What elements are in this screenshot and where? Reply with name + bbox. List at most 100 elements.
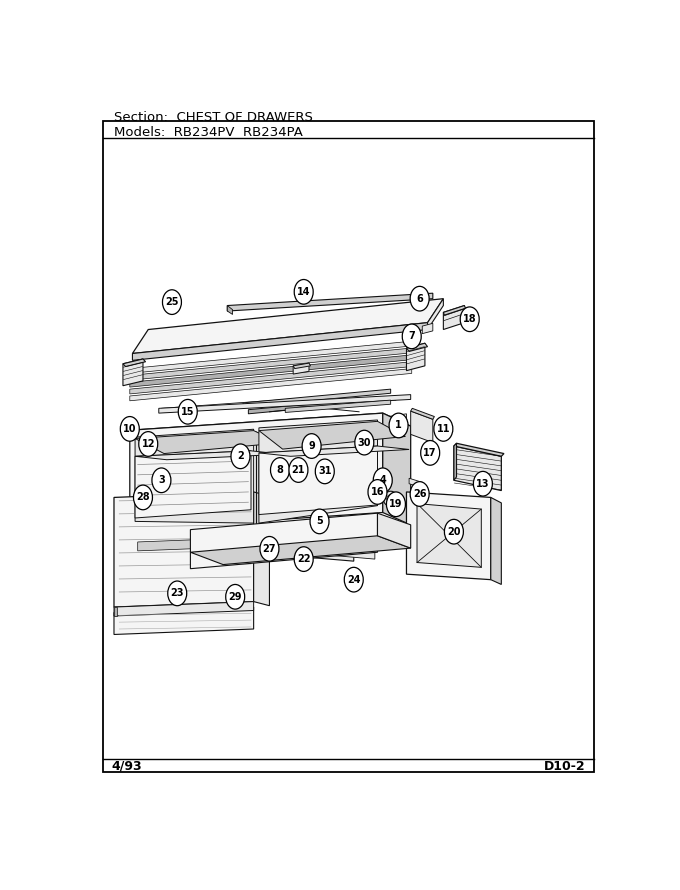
Text: 6: 6 <box>416 294 423 303</box>
Polygon shape <box>443 305 466 315</box>
Polygon shape <box>254 492 269 606</box>
Ellipse shape <box>373 480 387 492</box>
Polygon shape <box>130 413 383 530</box>
Polygon shape <box>190 536 411 564</box>
Circle shape <box>163 290 182 314</box>
Text: Models:  RB234PV  RB234PA: Models: RB234PV RB234PA <box>114 125 303 139</box>
Polygon shape <box>293 363 311 368</box>
Polygon shape <box>407 492 491 579</box>
Text: 20: 20 <box>447 527 460 537</box>
Circle shape <box>152 468 171 493</box>
Polygon shape <box>407 344 425 370</box>
Circle shape <box>139 432 158 457</box>
Circle shape <box>310 509 329 534</box>
Polygon shape <box>311 546 375 559</box>
Text: 1: 1 <box>395 420 402 431</box>
Circle shape <box>368 480 387 505</box>
Polygon shape <box>114 602 254 616</box>
Polygon shape <box>135 429 254 523</box>
Polygon shape <box>135 451 251 518</box>
Polygon shape <box>454 443 456 481</box>
Polygon shape <box>130 341 412 374</box>
Text: 24: 24 <box>347 575 360 585</box>
Polygon shape <box>388 414 407 423</box>
Text: 14: 14 <box>297 287 311 297</box>
Polygon shape <box>133 299 443 353</box>
Polygon shape <box>417 504 481 567</box>
Polygon shape <box>135 451 283 460</box>
Polygon shape <box>114 492 254 607</box>
Circle shape <box>389 413 408 438</box>
Text: 18: 18 <box>463 314 477 324</box>
Ellipse shape <box>387 495 394 503</box>
Text: 31: 31 <box>318 466 332 476</box>
Polygon shape <box>248 396 396 414</box>
Circle shape <box>294 279 313 304</box>
Polygon shape <box>114 607 117 616</box>
Circle shape <box>168 581 187 606</box>
Circle shape <box>473 472 492 496</box>
Text: D10-2: D10-2 <box>544 759 585 773</box>
Polygon shape <box>158 394 411 413</box>
Polygon shape <box>137 538 243 551</box>
Polygon shape <box>130 361 412 394</box>
Text: 17: 17 <box>424 448 437 457</box>
Circle shape <box>133 485 152 510</box>
Text: 12: 12 <box>141 439 155 449</box>
Text: 4/93: 4/93 <box>112 759 142 773</box>
Circle shape <box>316 459 335 483</box>
Polygon shape <box>133 323 428 360</box>
Polygon shape <box>227 305 233 314</box>
Polygon shape <box>135 431 280 454</box>
Text: 29: 29 <box>228 592 242 602</box>
Polygon shape <box>130 348 412 380</box>
Text: 15: 15 <box>181 407 194 417</box>
Polygon shape <box>259 446 409 457</box>
Circle shape <box>445 520 463 544</box>
Polygon shape <box>377 514 411 548</box>
Circle shape <box>421 441 440 465</box>
Ellipse shape <box>384 491 398 506</box>
Circle shape <box>410 287 429 311</box>
Polygon shape <box>227 293 432 311</box>
Text: 23: 23 <box>171 588 184 598</box>
Polygon shape <box>454 443 504 457</box>
Circle shape <box>355 430 374 455</box>
Circle shape <box>178 400 197 425</box>
Text: 11: 11 <box>437 424 450 434</box>
Circle shape <box>344 567 363 592</box>
Polygon shape <box>272 538 354 562</box>
Polygon shape <box>491 498 501 585</box>
Polygon shape <box>130 413 411 443</box>
Text: 13: 13 <box>476 479 490 489</box>
Polygon shape <box>443 305 464 329</box>
Text: 4: 4 <box>379 475 386 485</box>
Circle shape <box>294 546 313 571</box>
Circle shape <box>226 585 245 609</box>
Polygon shape <box>286 400 390 412</box>
Text: 10: 10 <box>123 424 137 434</box>
Polygon shape <box>383 413 411 525</box>
Polygon shape <box>190 514 377 569</box>
Polygon shape <box>454 446 501 490</box>
Circle shape <box>373 468 392 493</box>
Polygon shape <box>293 363 309 374</box>
Text: 22: 22 <box>297 554 311 564</box>
Circle shape <box>410 481 429 506</box>
Circle shape <box>434 417 453 441</box>
Polygon shape <box>409 478 422 488</box>
Text: 30: 30 <box>358 438 371 448</box>
Polygon shape <box>411 411 432 442</box>
Text: 26: 26 <box>413 489 426 499</box>
Text: Section:  CHEST OF DRAWERS: Section: CHEST OF DRAWERS <box>114 111 313 125</box>
Text: 25: 25 <box>165 297 179 307</box>
Text: 8: 8 <box>277 465 284 475</box>
Polygon shape <box>407 344 428 352</box>
Polygon shape <box>114 607 254 635</box>
Polygon shape <box>422 323 432 334</box>
Polygon shape <box>272 536 276 554</box>
Circle shape <box>460 307 479 332</box>
Text: 5: 5 <box>316 516 323 526</box>
Polygon shape <box>161 399 296 412</box>
Polygon shape <box>130 368 412 400</box>
